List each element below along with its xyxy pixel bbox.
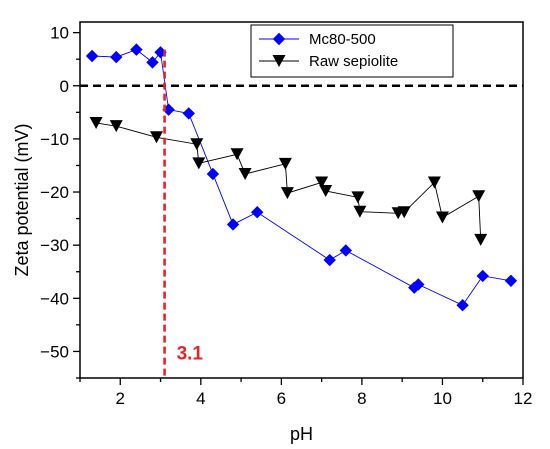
legend-box <box>250 24 454 78</box>
series-line-2 <box>96 122 482 240</box>
series-2-point <box>238 167 252 180</box>
series-2-point <box>190 138 204 151</box>
series-2-point <box>474 233 488 246</box>
series-2-point <box>427 176 441 189</box>
x-tick-label: 8 <box>357 389 366 408</box>
series-1-point <box>226 218 240 231</box>
annotation-label: 3.1 <box>177 343 204 364</box>
series-1-point <box>412 278 425 291</box>
plot-frame <box>79 21 524 379</box>
y-tick-label: −10 <box>40 130 69 149</box>
y-tick-label: 0 <box>60 77 69 96</box>
series-1-point <box>130 43 143 56</box>
series-lines <box>92 49 511 306</box>
series-2-point <box>109 120 123 133</box>
x-tick-label: 6 <box>277 389 286 408</box>
series-2-point <box>435 211 449 224</box>
series-1-point <box>146 56 159 69</box>
legend-marker-2 <box>272 55 286 67</box>
y-tick-label: −50 <box>40 342 69 361</box>
series-2-point <box>397 206 411 219</box>
y-tick-label: −30 <box>40 236 69 255</box>
series-1-point <box>251 206 264 219</box>
legend: Mc80-500 Raw sepiolite <box>250 24 454 78</box>
series-2-point <box>353 205 367 218</box>
series-2-point <box>319 184 333 197</box>
series-2-point <box>280 187 294 200</box>
plot-area <box>79 21 524 379</box>
series-1-point <box>456 299 469 312</box>
legend-label-2: Raw sepiolite <box>309 53 398 70</box>
y-tick-label: 10 <box>50 24 69 43</box>
series-line-1 <box>92 49 511 306</box>
y-tick-label: −20 <box>40 183 69 202</box>
series-2-point <box>315 176 329 189</box>
series-1-point <box>339 244 352 257</box>
series-2-point <box>230 148 244 161</box>
series-2-point <box>150 131 164 144</box>
y-tick-label: −40 <box>40 289 69 308</box>
series-markers <box>85 43 518 312</box>
x-tick-label: 4 <box>196 389 205 408</box>
legend-marker-1 <box>272 32 286 46</box>
x-tick-label: 12 <box>514 389 533 408</box>
x-axis-label: pH <box>290 424 313 444</box>
series-1-point <box>182 107 195 120</box>
legend-label-1: Mc80-500 <box>309 31 376 48</box>
x-tick-label: 2 <box>116 389 125 408</box>
series-2-point <box>351 191 365 204</box>
series-2-point <box>472 190 486 203</box>
x-tick-label: 10 <box>433 389 452 408</box>
axes: 2 4 6 8 10 12 10 0 −10 −20 −30 −40 −50 <box>40 24 532 408</box>
annotations: 3.1 <box>80 49 523 378</box>
series-1-point <box>504 274 518 287</box>
series-1-point <box>323 253 336 267</box>
series-2-point <box>89 116 103 129</box>
series-1-point <box>85 49 99 63</box>
series-1-point <box>110 50 123 64</box>
y-axis-label: Zeta potential (mV) <box>12 123 32 276</box>
series-2-point <box>192 157 206 170</box>
series-2-point <box>278 157 292 170</box>
series-1-point <box>476 269 489 283</box>
series-1-point <box>206 167 220 181</box>
